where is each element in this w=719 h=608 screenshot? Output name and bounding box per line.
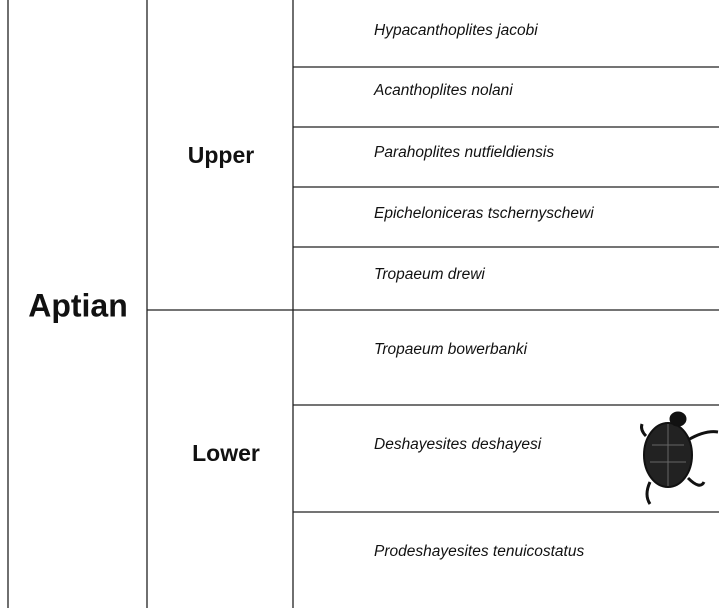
substage-label: Upper: [188, 142, 255, 168]
zone-label: Hypacanthoplites jacobi: [374, 22, 538, 39]
substage-label: Lower: [192, 440, 260, 466]
turtle-icon: [640, 411, 719, 505]
table-lines: [7, 0, 719, 608]
zone-label: Acanthoplites nolani: [373, 82, 513, 99]
zone-label: Tropaeum drewi: [374, 266, 485, 283]
zone-label: Deshayesites deshayesi: [374, 436, 542, 453]
zone-label: Prodeshayesites tenuicostatus: [374, 543, 584, 560]
zone-label: Parahoplites nutfieldiensis: [374, 144, 554, 161]
zone-label: Epicheloniceras tschernyschewi: [374, 205, 594, 222]
stage-label: Aptian: [28, 287, 128, 323]
zone-label: Tropaeum bowerbanki: [374, 341, 528, 358]
